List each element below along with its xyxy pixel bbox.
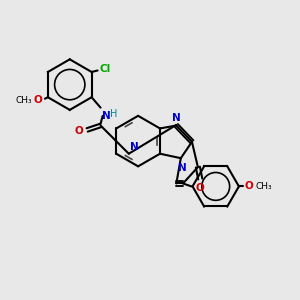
Text: O: O bbox=[33, 95, 42, 105]
Text: O: O bbox=[245, 182, 254, 191]
Text: N: N bbox=[130, 142, 139, 152]
Text: O: O bbox=[196, 183, 205, 194]
Text: O: O bbox=[75, 126, 84, 136]
Text: CH₃: CH₃ bbox=[256, 182, 272, 191]
Text: N: N bbox=[102, 111, 111, 121]
Text: N: N bbox=[178, 163, 187, 172]
Text: CH₃: CH₃ bbox=[16, 96, 32, 105]
Text: N: N bbox=[172, 112, 181, 122]
Text: Cl: Cl bbox=[99, 64, 110, 74]
Text: H: H bbox=[110, 109, 117, 118]
